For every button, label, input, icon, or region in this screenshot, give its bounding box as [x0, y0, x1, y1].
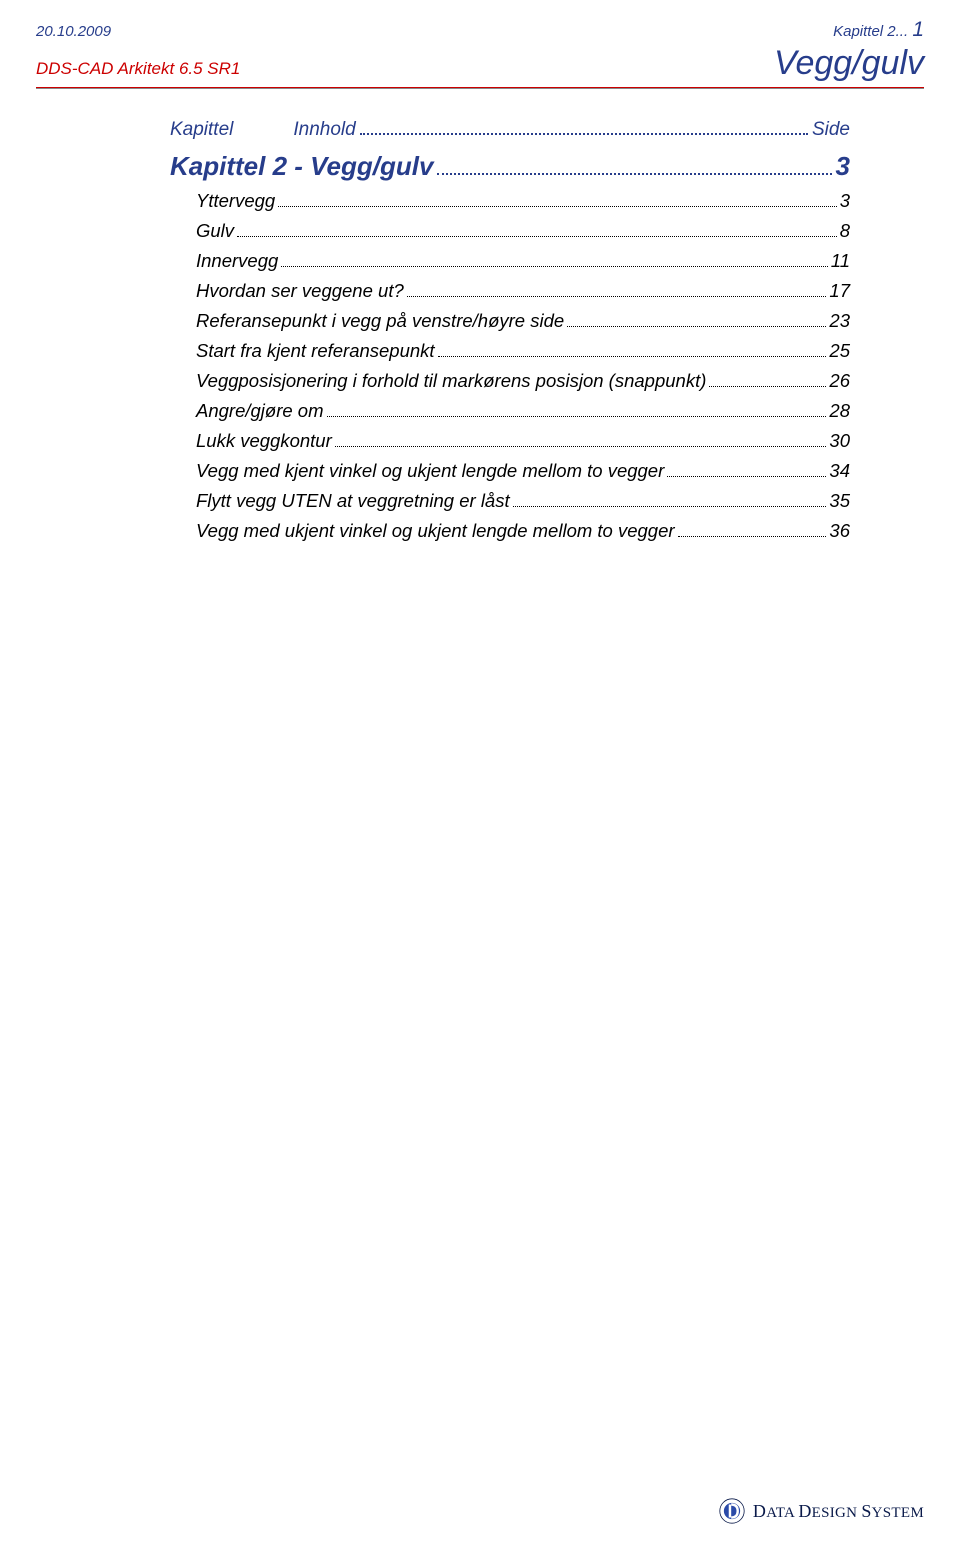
toc-entry-label: Referansepunkt i vegg på venstre/høyre s…	[196, 310, 564, 332]
toc-entry: Flytt vegg UTEN at veggretning er låst 35	[170, 490, 850, 512]
toc-entry-page: 34	[829, 460, 850, 482]
product-name: DDS-CAD Arkitekt 6.5 SR1	[36, 59, 240, 79]
toc-entry-page: 11	[831, 250, 850, 272]
toc-entry-label: Vegg med kjent vinkel og ukjent lengde m…	[196, 460, 664, 482]
toc-title: Kapittel 2 - Vegg/gulv	[170, 151, 433, 182]
brand-r1: ATA	[766, 1505, 798, 1521]
toc-entry-dots	[438, 356, 827, 357]
brand-d2: D	[798, 1501, 811, 1521]
chapter-label: Kapittel 2...	[833, 23, 908, 40]
page-header: 20.10.2009 Kapittel 2... 1 DDS-CAD Arkit…	[0, 0, 960, 83]
toc-entry: Referansepunkt i vegg på venstre/høyre s…	[170, 310, 850, 332]
toc-entry-page: 8	[840, 220, 850, 242]
toc-entry-page: 36	[829, 520, 850, 542]
toc-entry-page: 35	[829, 490, 850, 512]
toc-title-dots	[437, 173, 831, 175]
brand-d1: D	[753, 1501, 766, 1521]
toc-entry: Lukk veggkontur 30	[170, 430, 850, 452]
toc-entry-page: 30	[829, 430, 850, 452]
toc-entry-label: Hvordan ser veggene ut?	[196, 280, 404, 302]
toc-header-innhold: Innhold	[293, 119, 355, 141]
toc-entry: Innervegg 11	[170, 250, 850, 272]
toc-entry-dots	[513, 506, 827, 507]
header-top-row: 20.10.2009 Kapittel 2... 1	[36, 18, 924, 42]
toc-entry-dots	[678, 536, 827, 537]
toc-entry-label: Gulv	[196, 220, 234, 242]
toc-entry-label: Vegg med ukjent vinkel og ukjent lengde …	[196, 520, 675, 542]
toc-entry-page: 26	[829, 370, 850, 392]
toc-entry-dots	[278, 206, 837, 207]
toc-header-kapittel: Kapittel	[170, 119, 233, 141]
toc-entry-dots	[709, 386, 826, 387]
section-title: Vegg/gulv	[774, 44, 924, 83]
toc-entry: Vegg med ukjent vinkel og ukjent lengde …	[170, 520, 850, 542]
toc-entry-dots	[327, 416, 827, 417]
toc-entry: Start fra kjent referansepunkt 25	[170, 340, 850, 362]
toc-entry-label: Angre/gjøre om	[196, 400, 324, 422]
page-footer: DATA DESIGN SYSTEM	[719, 1498, 924, 1524]
toc-entry-label: Lukk veggkontur	[196, 430, 332, 452]
toc-header-row: Kapittel Innhold Side	[170, 119, 850, 141]
toc-entry-dots	[335, 446, 827, 447]
toc-entry-label: Innervegg	[196, 250, 278, 272]
toc-entry: Vegg med kjent vinkel og ukjent lengde m…	[170, 460, 850, 482]
toc-entry: Veggposisjonering i forhold til markøren…	[170, 370, 850, 392]
toc-entry-page: 3	[840, 190, 850, 212]
toc-entry: Gulv 8	[170, 220, 850, 242]
toc-container: Kapittel Innhold Side Kapittel 2 - Vegg/…	[0, 89, 960, 542]
toc-entry-dots	[237, 236, 837, 237]
toc-entry-label: Veggposisjonering i forhold til markøren…	[196, 370, 706, 392]
header-date: 20.10.2009	[36, 23, 111, 40]
toc-entry-dots	[281, 266, 827, 267]
brand-logo-icon	[719, 1498, 745, 1524]
toc-title-row: Kapittel 2 - Vegg/gulv 3	[170, 151, 850, 182]
toc-header-dots	[360, 133, 808, 135]
toc-entry: Yttervegg 3	[170, 190, 850, 212]
brand-r3: YSTEM	[872, 1505, 924, 1521]
toc-entry-dots	[567, 326, 826, 327]
toc-title-page: 3	[836, 151, 850, 182]
brand-text: DATA DESIGN SYSTEM	[753, 1501, 924, 1522]
toc-header-side: Side	[812, 119, 850, 141]
brand-d3: S	[861, 1501, 871, 1521]
toc-entry-label: Yttervegg	[196, 190, 275, 212]
toc-entry: Angre/gjøre om 28	[170, 400, 850, 422]
toc-entry-page: 17	[829, 280, 850, 302]
toc-entry-dots	[407, 296, 827, 297]
toc-entry-page: 23	[829, 310, 850, 332]
toc-entry: Hvordan ser veggene ut? 17	[170, 280, 850, 302]
page-number: 1	[912, 18, 924, 41]
toc-entry-page: 28	[829, 400, 850, 422]
brand-r2: ESIGN	[812, 1505, 862, 1521]
header-chapter: Kapittel 2... 1	[833, 18, 924, 42]
header-bottom-row: DDS-CAD Arkitekt 6.5 SR1 Vegg/gulv	[36, 44, 924, 83]
toc-entry-page: 25	[829, 340, 850, 362]
toc-entries: Yttervegg 3 Gulv 8 Innervegg 11 Hvordan ser ve…	[170, 190, 850, 542]
toc-entry-label: Start fra kjent referansepunkt	[196, 340, 435, 362]
toc-entry-label: Flytt vegg UTEN at veggretning er låst	[196, 490, 510, 512]
toc-entry-dots	[667, 476, 826, 477]
